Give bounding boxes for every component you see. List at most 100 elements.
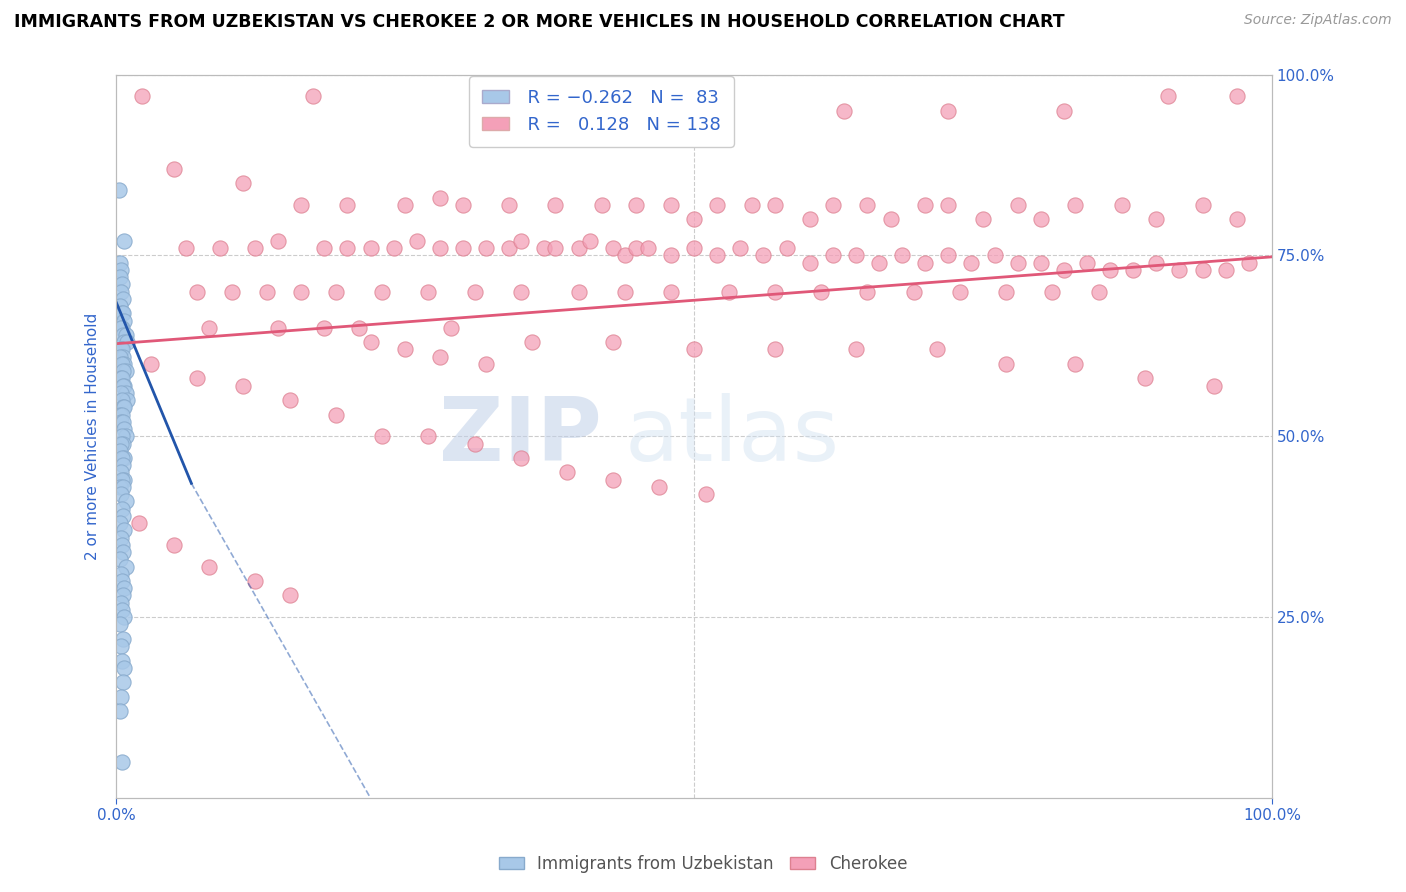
Point (1053, 263, 1076, 277)
Point (544, 198, 567, 212)
Point (112, 473, 135, 487)
Point (110, 415, 132, 429)
Point (336, 198, 359, 212)
Point (112, 401, 135, 415)
Point (1215, 263, 1237, 277)
Point (209, 241, 232, 255)
Point (1029, 212, 1052, 227)
Point (115, 393, 138, 408)
Point (112, 234, 135, 248)
Point (960, 255, 983, 269)
Point (659, 198, 682, 212)
Point (1053, 103, 1076, 118)
Point (131, 89, 153, 103)
Point (336, 241, 359, 255)
Point (112, 350, 135, 364)
Point (139, 357, 162, 371)
Point (1226, 212, 1249, 227)
Point (463, 285, 485, 299)
Point (111, 755, 134, 769)
Point (371, 429, 394, 443)
Point (936, 103, 959, 118)
Point (799, 212, 821, 227)
Point (112, 610, 135, 624)
Point (429, 241, 451, 255)
Point (498, 198, 520, 212)
Point (112, 524, 135, 538)
Point (695, 487, 717, 501)
Point (108, 516, 131, 530)
Point (591, 198, 613, 212)
Point (114, 364, 136, 378)
Point (112, 632, 135, 646)
Point (111, 473, 134, 487)
Point (763, 343, 786, 357)
Point (626, 198, 648, 212)
Point (111, 320, 134, 334)
Point (243, 574, 266, 588)
Point (108, 617, 131, 632)
Point (1040, 285, 1063, 299)
Point (110, 596, 132, 610)
Point (613, 285, 636, 299)
Point (112, 328, 135, 343)
Point (567, 241, 589, 255)
Point (111, 501, 134, 516)
Point (879, 212, 901, 227)
Point (112, 480, 135, 494)
Point (325, 285, 347, 299)
Point (110, 320, 132, 334)
Point (186, 285, 208, 299)
Point (108, 704, 131, 718)
Point (111, 538, 134, 552)
Point (347, 320, 370, 334)
Point (741, 198, 763, 212)
Point (1076, 255, 1098, 269)
Point (108, 552, 131, 566)
Point (197, 559, 219, 574)
Point (108, 443, 131, 458)
Point (108, 480, 131, 494)
Point (108, 408, 131, 422)
Point (1122, 263, 1144, 277)
Point (371, 285, 394, 299)
Point (110, 436, 132, 450)
Point (1168, 263, 1191, 277)
Point (775, 241, 797, 255)
Point (683, 241, 706, 255)
Point (706, 198, 728, 212)
Point (509, 234, 531, 248)
Point (730, 241, 752, 255)
Point (112, 378, 135, 392)
Point (112, 401, 135, 415)
Legend:   R = −0.262   N =  83,   R =   0.128   N = 138: R = −0.262 N = 83, R = 0.128 N = 138 (470, 77, 734, 146)
Point (163, 161, 186, 176)
Point (114, 328, 136, 343)
Point (659, 248, 682, 262)
Text: atlas: atlas (624, 392, 839, 480)
Point (112, 378, 135, 392)
Point (936, 198, 959, 212)
Point (567, 285, 589, 299)
Point (108, 255, 131, 269)
Point (475, 241, 498, 255)
Point (186, 371, 208, 385)
Point (1007, 198, 1029, 212)
Point (637, 241, 659, 255)
Point (544, 241, 567, 255)
Point (1144, 255, 1167, 269)
Point (110, 466, 132, 480)
Point (110, 531, 132, 545)
Point (112, 415, 135, 429)
Point (325, 408, 347, 422)
Point (112, 306, 135, 320)
Point (1087, 285, 1109, 299)
Point (314, 241, 336, 255)
Point (856, 198, 879, 212)
Point (108, 299, 131, 313)
Point (112, 450, 135, 465)
Point (112, 335, 135, 350)
Point (936, 248, 959, 262)
Point (110, 385, 132, 400)
Point (579, 234, 602, 248)
